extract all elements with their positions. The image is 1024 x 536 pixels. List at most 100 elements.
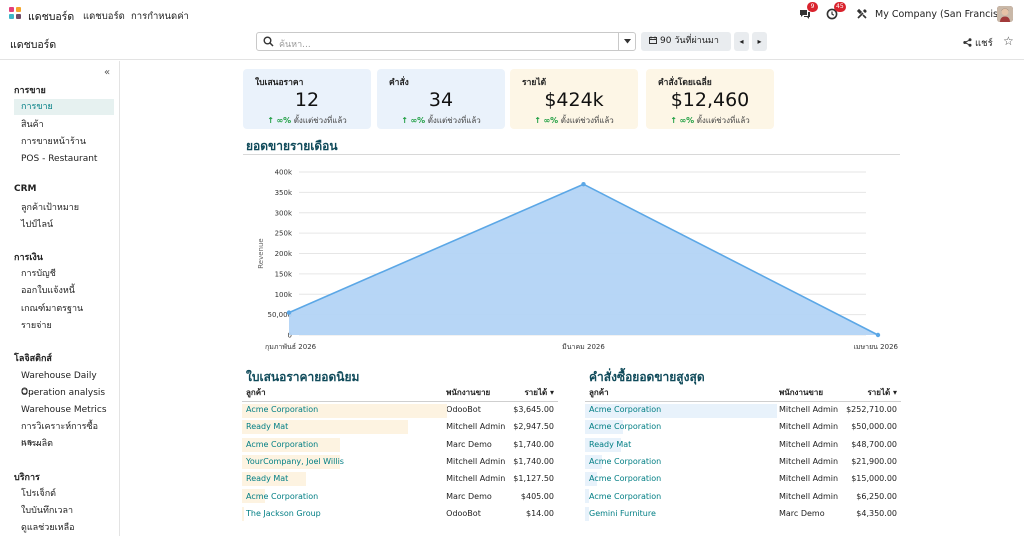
table-row[interactable]: Acme Corporation Mitchell Admin $15,000.00 xyxy=(585,470,901,487)
arrow-up-icon: ↑ xyxy=(401,116,408,125)
user-avatar[interactable] xyxy=(997,6,1013,22)
share-label: แชร์ xyxy=(975,38,993,49)
app-title[interactable]: แดชบอร์ด xyxy=(28,11,75,23)
sort-desc-icon: ▾ xyxy=(549,388,554,398)
kpi-card-revenue[interactable]: รายได้ $424k ↑ ∞% ตั้งแต่ช่วงที่แล้ว xyxy=(510,69,638,129)
customer-cell[interactable]: Acme Corporation xyxy=(585,487,775,504)
sidebar-item-project[interactable]: โปรเจ็กต์ xyxy=(21,489,57,499)
revenue-share-bar xyxy=(585,420,624,435)
sidebar-item-expenses[interactable]: รายจ่าย xyxy=(21,321,52,331)
favorite-star-icon[interactable]: ☆ xyxy=(1003,34,1014,48)
table-row[interactable]: Acme Corporation Mitchell Admin $6,250.00 xyxy=(585,487,901,504)
next-period-button[interactable]: ▸ xyxy=(752,32,767,51)
search-bar[interactable]: ค้นหา... xyxy=(256,32,636,51)
app-grid-icon[interactable] xyxy=(9,7,22,20)
customer-cell[interactable]: Ready Mat xyxy=(242,470,442,487)
top-navbar: แดชบอร์ด แดชบอร์ด การกำหนดค่า 9 45 My Co… xyxy=(0,0,1024,28)
column-revenue[interactable]: รายได้ ▾ xyxy=(509,385,558,402)
customer-name: Acme Corporation xyxy=(589,422,662,432)
customer-cell[interactable]: Ready Mat xyxy=(585,436,775,453)
column-customer[interactable]: ลูกค้า xyxy=(242,385,443,402)
table-row[interactable]: The Jackson Group OdooBot $14.00 xyxy=(242,505,558,522)
customer-cell[interactable]: Acme Corporation xyxy=(585,453,775,470)
customer-name: Acme Corporation xyxy=(589,457,662,467)
column-revenue[interactable]: รายได้ ▾ xyxy=(842,385,901,402)
customer-cell[interactable]: Acme Corporation xyxy=(242,487,442,504)
sidebar-item-manufacturing[interactable]: การผลิต xyxy=(21,439,53,449)
salesperson-cell: Mitchell Admin xyxy=(446,457,506,467)
revenue-cell: $6,250.00 xyxy=(856,491,897,501)
activity-button[interactable]: 45 xyxy=(826,2,846,23)
sidebar-item-warehouse-metrics[interactable]: Warehouse Metrics xyxy=(21,405,107,415)
table-row[interactable]: YourCompany, Joel Willis Mitchell Admin $1… xyxy=(242,453,558,470)
monthly-sales-chart[interactable]: 0 50,000 100k 150k 200k 250k 300k 350k 400k กุมภา… xyxy=(251,166,901,356)
menu-configuration[interactable]: การกำหนดค่า xyxy=(131,11,189,22)
sidebar-item-invoicing[interactable]: ออกใบแจ้งหนี้ xyxy=(21,286,75,296)
sidebar-item-accounting[interactable]: การบัญชี xyxy=(21,269,56,279)
revenue-cell: $2,947.50 xyxy=(513,422,554,432)
salesperson-cell: Mitchell Admin xyxy=(778,439,839,449)
table-row[interactable]: Ready Mat Mitchell Admin $48,700.00 xyxy=(585,436,901,453)
revenue-share-bar xyxy=(585,489,589,504)
table-row[interactable]: Acme Corporation OdooBot $3,645.00 xyxy=(242,401,558,418)
table-row[interactable]: Ready Mat Mitchell Admin $1,127.50 xyxy=(242,470,558,487)
customer-cell[interactable]: Ready Mat xyxy=(242,418,442,435)
column-salesperson[interactable]: พนักงานขาย xyxy=(442,385,510,402)
sidebar-item-warehouse-daily[interactable]: Warehouse Daily O... xyxy=(21,371,97,397)
sidebar-item-purchase-analysis[interactable]: การวิเคราะห์การซื้อแล... xyxy=(21,422,98,448)
company-switcher[interactable]: My Company (San Francisco) xyxy=(875,9,1013,20)
customer-cell[interactable]: Acme Corporation xyxy=(585,470,775,487)
salesperson-cell: Marc Demo xyxy=(778,508,825,518)
table-row[interactable]: Acme Corporation Marc Demo $1,740.00 xyxy=(242,436,558,453)
customer-cell[interactable]: The Jackson Group xyxy=(242,505,442,522)
collapse-sidebar-icon[interactable]: « xyxy=(104,67,111,78)
chat-button[interactable]: 9 xyxy=(799,2,818,23)
table-row[interactable]: Gemini Furniture Marc Demo $4,350.00 xyxy=(585,505,901,522)
sidebar-item-leads[interactable]: ลูกค้าเป้าหมาย xyxy=(21,203,80,213)
customer-cell[interactable]: Acme Corporation xyxy=(585,401,777,418)
date-filter-button[interactable]: 90 วันที่ผ่านมา xyxy=(641,32,731,51)
breadcrumb: แดชบอร์ด xyxy=(10,39,57,51)
sidebar-item-pos-restaurant[interactable]: POS - Restaurant xyxy=(21,154,98,164)
previous-period-button[interactable]: ◂ xyxy=(734,32,749,51)
share-button[interactable]: แชร์ xyxy=(963,36,993,51)
kpi-card-quotations[interactable]: ใบเสนอราคา 12 ↑ ∞% ตั้งแต่ช่วงที่แล้ว xyxy=(243,69,371,129)
kpi-card-orders[interactable]: คำสั่ง 34 ↑ ∞% ตั้งแต่ช่วงที่แล้ว xyxy=(377,69,505,129)
kpi-delta-value: ∞% xyxy=(679,116,695,125)
arrow-up-icon: ↑ xyxy=(267,116,274,125)
sidebar-section-services: บริการ xyxy=(14,473,40,483)
kpi-card-average-order[interactable]: คำสั่งโดยเฉลี่ย $12,460 ↑ ∞% ตั้งแต่ช่วง… xyxy=(646,69,774,129)
control-panel: แดชบอร์ด ค้นหา... 90 วันที่ผ่านมา ◂ ▸ แช… xyxy=(0,28,1024,60)
kpi-delta-period: ตั้งแต่ช่วงที่แล้ว xyxy=(560,116,614,125)
kpi-delta-value: ∞% xyxy=(410,116,426,125)
menu-dashboards[interactable]: แดชบอร์ด xyxy=(83,11,125,22)
customer-cell[interactable]: Acme Corporation xyxy=(242,401,447,418)
sidebar-item-benchmark[interactable]: เกณฑ์มาตรฐาน xyxy=(21,304,84,314)
sidebar-item-sales[interactable]: การขาย xyxy=(14,99,114,115)
table-row[interactable]: Acme Corporation Mitchell Admin $21,900.00 xyxy=(585,453,901,470)
sidebar-item-pos[interactable]: การขายหน้าร้าน xyxy=(21,137,86,147)
search-options-toggle[interactable] xyxy=(618,33,635,50)
customer-cell[interactable]: Gemini Furniture xyxy=(585,505,775,522)
table-row[interactable]: Ready Mat Mitchell Admin $2,947.50 xyxy=(242,418,558,435)
table-row[interactable]: Acme Corporation Marc Demo $405.00 xyxy=(242,487,558,504)
customer-cell[interactable]: YourCompany, Joel Willis xyxy=(242,453,442,470)
sidebar-item-helpdesk[interactable]: ดูแลช่วยเหลือ xyxy=(21,523,75,533)
customer-cell[interactable]: Acme Corporation xyxy=(585,418,775,435)
data-point xyxy=(581,182,586,187)
customer-name: The Jackson Group xyxy=(246,508,321,518)
table-row[interactable]: Acme Corporation Mitchell Admin $50,000.00 xyxy=(585,418,901,435)
salesperson-cell: Mitchell Admin xyxy=(778,474,839,484)
customer-cell[interactable]: Acme Corporation xyxy=(242,436,442,453)
sidebar-item-pipeline[interactable]: ไปป์ไลน์ xyxy=(21,220,54,230)
column-customer[interactable]: ลูกค้า xyxy=(585,385,775,402)
table-row[interactable]: Acme Corporation Mitchell Admin $252,710.0… xyxy=(585,401,901,418)
search-input[interactable]: ค้นหา... xyxy=(279,40,311,50)
column-salesperson[interactable]: พนักงานขาย xyxy=(774,385,843,402)
sidebar-item-operation-analysis[interactable]: Operation analysis xyxy=(21,388,106,398)
sidebar-item-products[interactable]: สินค้า xyxy=(21,120,44,130)
revenue-cell: $3,645.00 xyxy=(513,405,554,415)
kpi-delta: ↑ ∞% ตั้งแต่ช่วงที่แล้ว xyxy=(646,114,774,127)
debug-tools-button[interactable] xyxy=(856,5,868,23)
sidebar-item-timesheets[interactable]: ใบบันทึกเวลา xyxy=(21,506,74,516)
